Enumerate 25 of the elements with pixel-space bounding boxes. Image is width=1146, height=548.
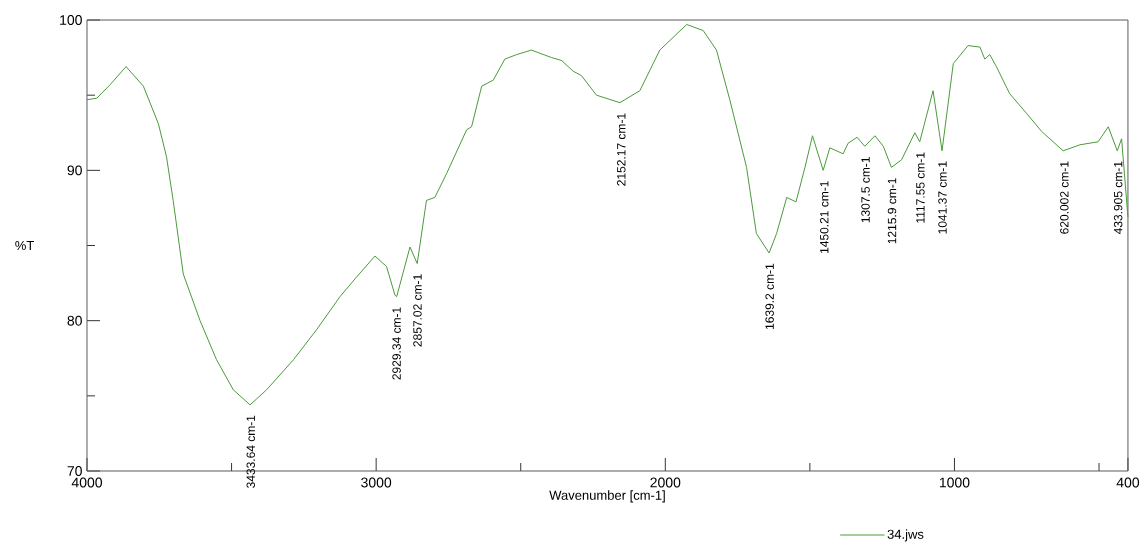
x-axis-title: Wavenumber [cm-1] [549,490,665,503]
x-tick-label: 4000 [71,477,103,488]
annotation: 1041.37 cm-1 [938,161,947,234]
annotation: 1215.9 cm-1 [887,178,897,244]
annotation: 1450.21 cm-1 [820,181,829,254]
line-series [86,24,1129,406]
annotation: 1117.55 cm-1 [916,152,925,223]
annotation: 433.905 cm-1 [1113,161,1123,235]
y-axis-title: %T [15,240,34,251]
annotation: 2152.17 cm-1 [617,113,626,186]
annotation: 2929.34 cm-1 [392,307,401,380]
y-tick-label: 100 [60,15,82,25]
x-tick-label: 3000 [361,477,392,488]
x-tick-label: 400 [1116,477,1140,488]
annotation: 620.002 cm-1 [1060,161,1069,234]
y-tick-label: 90 [67,165,82,176]
x-tick-label: 1000 [939,477,970,488]
annotation: 3433.64 cm-1 [246,415,255,488]
legend-label: 34.jws [887,529,924,542]
y-tick-label: 70 [67,466,82,476]
annotation: 2857.02 cm-1 [413,274,422,347]
annotation: 1639.2 cm-1 [765,263,774,330]
annotation: 1307.5 cm-1 [861,157,870,223]
x-tick-label: 2000 [650,477,681,488]
y-tick-label: 80 [67,315,82,326]
